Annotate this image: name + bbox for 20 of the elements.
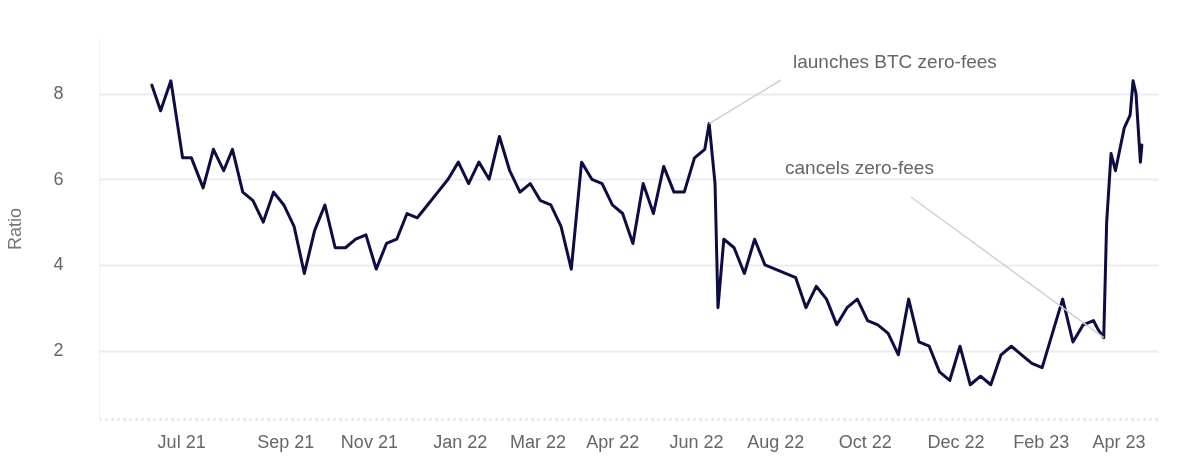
y-tick-label: 6 xyxy=(53,168,64,189)
x-tick-label: Aug 22 xyxy=(747,431,805,452)
annotation: cancels zero-fees xyxy=(785,157,934,178)
y-tick-label: 2 xyxy=(53,340,64,361)
x-tick-label: Jun 22 xyxy=(669,431,724,452)
x-tick-label: Mar 22 xyxy=(510,431,567,452)
annotation: launches BTC zero-fees xyxy=(793,51,997,72)
y-tick-label: 8 xyxy=(53,83,64,104)
line-series xyxy=(150,79,1144,387)
x-tick-label: Apr 22 xyxy=(586,431,640,452)
y-tick-label: 4 xyxy=(53,254,64,275)
x-tick-label: Sep 21 xyxy=(257,431,315,452)
x-tick-label: Jul 21 xyxy=(157,431,206,452)
x-tick-label: Jan 22 xyxy=(433,431,488,452)
y-axis-title: Ratio xyxy=(5,207,26,251)
x-tick-label: Apr 23 xyxy=(1092,431,1146,452)
x-tick-label: Nov 21 xyxy=(340,431,398,452)
x-tick-label: Feb 23 xyxy=(1013,431,1070,452)
x-tick-label: Dec 22 xyxy=(927,431,985,452)
x-tick-label: Oct 22 xyxy=(838,431,892,452)
